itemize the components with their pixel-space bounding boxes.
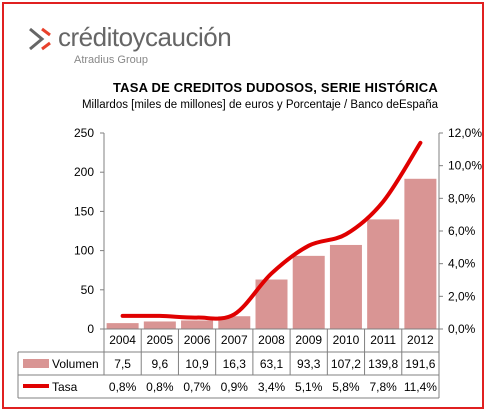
data-label-tasa: 0,8% xyxy=(146,380,174,394)
data-label-volumen: 107,2 xyxy=(331,357,361,371)
data-label-tasa: 5,1% xyxy=(295,380,323,394)
y-tick-label: 50 xyxy=(81,283,95,297)
data-label-volumen: 16,3 xyxy=(223,357,247,371)
data-label-tasa: 11,4% xyxy=(404,380,437,394)
x-tick-label: 2008 xyxy=(258,333,285,347)
bar-volumen xyxy=(404,178,437,329)
chart-title: TASA DE CREDITOS DUDOSOS, SERIE HISTÓRIC… xyxy=(112,80,438,95)
x-tick-label: 2010 xyxy=(333,333,360,347)
x-tick-label: 2004 xyxy=(109,333,136,347)
data-label-volumen: 63,1 xyxy=(260,357,284,371)
bar-volumen xyxy=(181,320,214,329)
brand-mark-icon xyxy=(29,27,51,51)
data-label-tasa: 7,8% xyxy=(369,380,397,394)
chart-subtitle: Millardos [miles de millones] de euros y… xyxy=(81,99,438,111)
data-label-tasa: 0,9% xyxy=(221,380,249,394)
y-tick-label: 200 xyxy=(74,165,94,179)
y2-tick-label: 12,0% xyxy=(448,126,482,140)
bar-volumen xyxy=(367,219,400,329)
data-label-volumen: 93,3 xyxy=(297,357,321,371)
y2-tick-label: 8,0% xyxy=(448,191,476,205)
data-label-tasa: 5,8% xyxy=(332,380,360,394)
y-tick-label: 100 xyxy=(74,244,94,258)
data-label-volumen: 191,6 xyxy=(405,357,435,371)
y2-tick-label: 10,0% xyxy=(448,159,482,173)
y-tick-label: 150 xyxy=(74,204,94,218)
data-label-volumen: 9,6 xyxy=(151,357,168,371)
y2-tick-label: 0,0% xyxy=(448,322,476,336)
brand-subtitle: Atradius Group xyxy=(74,54,148,66)
data-label-tasa: 3,4% xyxy=(258,380,286,394)
data-label-volumen: 7,5 xyxy=(114,357,131,371)
legend-key-volumen xyxy=(23,359,49,368)
y-tick-label: 0 xyxy=(87,322,94,336)
legend-label-volumen: Volumen xyxy=(52,357,99,371)
chart-frame: créditoycaución Atradius Group TASA DE C… xyxy=(2,2,484,409)
legend-label-tasa: Tasa xyxy=(52,380,78,394)
x-tick-label: 2012 xyxy=(407,333,434,347)
data-label-volumen: 139,8 xyxy=(368,357,398,371)
x-tick-label: 2011 xyxy=(370,333,396,347)
data-label-volumen: 10,9 xyxy=(185,357,209,371)
x-tick-label: 2005 xyxy=(146,333,173,347)
y2-tick-label: 4,0% xyxy=(448,257,476,271)
bar-volumen xyxy=(143,321,176,329)
x-tick-label: 2006 xyxy=(184,333,211,347)
y2-tick-label: 6,0% xyxy=(448,224,476,238)
x-tick-label: 2009 xyxy=(295,333,322,347)
x-tick-label: 2007 xyxy=(221,333,248,347)
data-label-tasa: 0,7% xyxy=(183,380,211,394)
data-label-tasa: 0,8% xyxy=(109,380,137,394)
bar-volumen xyxy=(329,244,362,329)
bar-volumen xyxy=(106,323,139,329)
y-tick-label: 250 xyxy=(74,126,94,140)
bar-volumen xyxy=(292,255,325,329)
y2-tick-label: 2,0% xyxy=(448,289,476,303)
brand-name: créditoycaución xyxy=(58,22,232,52)
